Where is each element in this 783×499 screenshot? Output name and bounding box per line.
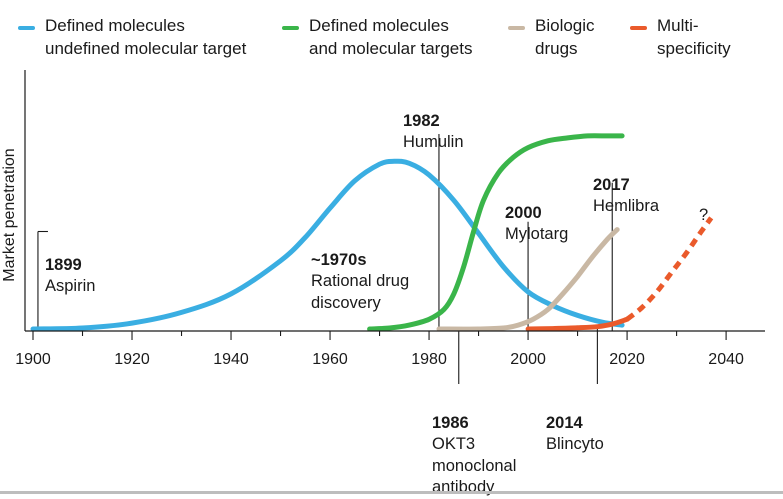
series-layer [30,133,714,332]
annotation-text: Mylotarg [505,225,569,243]
legend-swatch-blue [18,26,35,30]
legend-item-small-molecules: Defined molecules undefined molecular ta… [18,14,246,60]
annotation-text: Blincyto [546,435,604,453]
annotation-2017: 2017 Hemlibra [593,153,659,218]
legend-swatch-green [282,26,299,30]
annotation-year: 2000 [505,203,542,222]
annotation-2014: 2014 Blincyto [546,391,604,456]
legend-item-biologics: Biologic drugs [508,14,595,60]
series-line-0 [30,158,625,332]
annotation-year: ~1970s [311,250,367,269]
x-tick-label: 1900 [15,351,51,368]
x-tick-label: 1920 [114,351,150,368]
legend-label: Defined molecules and molecular targets [309,16,473,58]
annotation-1899: 1899 Aspirin [45,233,95,298]
annotation-2000: 2000 Mylotarg [505,181,568,246]
x-tick-label: 2020 [609,351,645,368]
x-tick-label: 1940 [213,351,249,368]
axes: 1900 1920 1940 1960 1980 2000 2020 2040 [15,70,765,368]
legend-swatch-orange [630,26,647,30]
x-tick-label: 1980 [411,351,447,368]
series-line-4 [625,216,714,322]
annotation-question: ? [699,206,709,224]
x-ticks: 1900 1920 1940 1960 1980 2000 2020 2040 [15,331,744,368]
annotation-year: 2014 [546,413,583,432]
annotation-text: Aspirin [45,277,96,295]
annotation-lines [37,134,613,384]
series-line-3 [525,316,630,332]
annotation-year: 2017 [593,175,630,194]
annotation-1982: 1982 Humulin [403,89,464,154]
annotation-year: 1986 [432,413,469,432]
annotation-text: Rational drug discovery [311,272,410,312]
legend-item-targeted-molecules: Defined molecules and molecular targets [282,14,472,60]
annotation-1970s: ~1970s Rational drug discovery [311,228,409,314]
legend-item-multispecificity: Multi- specificity [630,14,731,60]
y-axis-label: Market penetration [1,148,18,282]
series-line-2 [436,227,620,332]
annotation-text: Hemlibra [593,197,660,215]
x-tick-label: 2040 [708,351,744,368]
legend-label: Defined molecules undefined molecular ta… [45,16,247,58]
legend-label: Multi- specificity [657,16,731,58]
x-tick-label: 1960 [312,351,348,368]
series-line-1 [367,133,625,332]
annotation-1986: 1986 OKT3 monoclonal antibody [432,391,516,499]
legend-label: Biologic drugs [535,16,595,58]
annotation-year: 1899 [45,255,82,274]
bottom-border [0,491,783,494]
annotation-year: 1982 [403,111,440,130]
annotation-text: OKT3 monoclonal antibody [432,435,517,496]
legend-swatch-tan [508,26,525,30]
x-tick-label: 2000 [510,351,546,368]
annotation-text: Humulin [403,133,464,151]
